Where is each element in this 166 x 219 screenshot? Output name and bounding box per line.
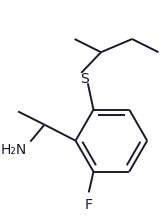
Text: F: F xyxy=(85,198,93,212)
Text: H₂N: H₂N xyxy=(0,143,27,157)
Text: S: S xyxy=(80,72,88,86)
